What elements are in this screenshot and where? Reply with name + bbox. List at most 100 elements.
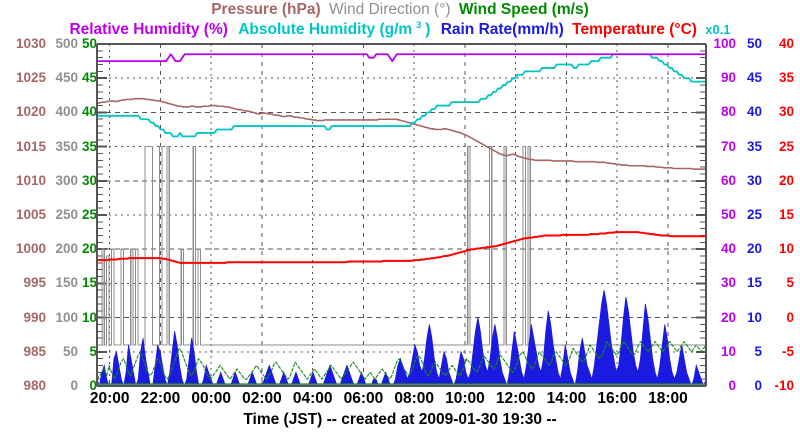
- axis-tick-label: 1020: [15, 104, 46, 120]
- axis-tick-label: 985: [23, 343, 46, 359]
- legend-absolute-humidity: Absolute Humidity (g/m 3): [234, 20, 434, 39]
- axis-tick-label: 70: [720, 138, 736, 154]
- axis-tick-label: 250: [55, 207, 78, 222]
- axis-tick-label: 25: [746, 207, 762, 222]
- x-axis-tick-label: 06:00: [343, 390, 384, 407]
- x-axis-tick-label: 10:00: [445, 390, 485, 407]
- axis-tick-label: 10: [720, 343, 736, 359]
- axis-tick-label: 1030: [15, 36, 46, 51]
- axis-tick-label: 0: [89, 378, 97, 393]
- axis-tick-label: 0: [786, 309, 794, 325]
- x-axis-tick-label: 18:00: [648, 390, 688, 407]
- axis-tick-label: 30: [778, 104, 794, 120]
- series-wind-direction: [97, 146, 706, 346]
- axis-tick-label: 30: [746, 172, 762, 188]
- series-pressure: [96, 97, 707, 170]
- axis-tick-label: 35: [746, 138, 762, 154]
- x-axis-tick-label: 20:00: [89, 390, 130, 407]
- legend-temperature: Temperature (°C): [572, 21, 697, 39]
- axis-tick-label: 25: [778, 138, 794, 154]
- axis-tick-label: 40: [720, 241, 736, 257]
- axis-tick-label: 980: [23, 378, 46, 393]
- x-axis-tick-label: 12:00: [495, 390, 536, 407]
- x-axis-tick-label: 02:00: [242, 390, 282, 407]
- axis-tick-label: 0: [728, 378, 736, 393]
- axis-tick-label: 50: [62, 343, 78, 359]
- axis-tick-label: 40: [81, 104, 97, 120]
- axis-tick-label: 20: [746, 241, 762, 257]
- axis-tick-label: -5: [781, 343, 794, 359]
- axis-tick-label: 1000: [15, 241, 46, 257]
- axis-tick-label: 90: [720, 70, 736, 86]
- series-absolute-humidity: [96, 53, 707, 138]
- plot-frame: [96, 43, 707, 387]
- grid-lines: [97, 44, 706, 386]
- axis-tick-label: 995: [23, 275, 46, 291]
- axis-tick-label: 35: [81, 138, 97, 154]
- axis-tick-label: 10: [81, 309, 97, 325]
- axis-tick-label: 15: [81, 275, 97, 291]
- x-axis-tick-label: 08:00: [394, 390, 435, 407]
- axis-tick-label: 20: [720, 309, 736, 325]
- x-axis-tick-label: 22:00: [140, 390, 181, 407]
- legend-rain-rate: Rain Rate(mm/h): [440, 21, 564, 39]
- axis-tick-label: 1010: [15, 172, 46, 188]
- legend-wind-speed: Wind Speed (m/s): [458, 1, 589, 18]
- x-axis-caption: Time (JST) -- created at 2009-01-30 19:3…: [243, 411, 557, 428]
- legend-absolute-humidity-tail: ): [425, 21, 431, 39]
- axis-tick-label: 30: [720, 275, 736, 291]
- legend-wind-direction: Wind Direction (°): [328, 1, 451, 18]
- x-axis-tick-label: 00:00: [191, 390, 232, 407]
- series-relative-humidity: [96, 53, 707, 62]
- axis-tick-label: 30: [81, 172, 97, 188]
- axis-tick-label: 45: [746, 70, 762, 86]
- axis-tick-label: 10: [778, 241, 794, 257]
- chart-legend: Pressure (hPa) Wind Direction (°) Wind S…: [0, 0, 800, 42]
- axis-tick-label: 500: [55, 36, 78, 51]
- axis-tick-label: 15: [778, 207, 794, 222]
- axis-tick-label: 0: [70, 378, 78, 393]
- axis-tick-label: 15: [746, 275, 762, 291]
- axis-tick-label: 60: [720, 172, 736, 188]
- axis-tick-label: 350: [55, 138, 78, 154]
- axis-tick-label: 100: [55, 309, 78, 325]
- axis-tick-label: 300: [55, 172, 78, 188]
- axis-tick-label: 150: [55, 275, 78, 291]
- axis-tick-label: 0: [754, 378, 762, 393]
- axis-tick-label: 400: [55, 104, 78, 120]
- axis-tick-label: 20: [81, 241, 97, 257]
- axis-tick-label: 200: [55, 241, 78, 257]
- axis-tick-label: 50: [720, 207, 736, 222]
- series-temperature: [96, 231, 707, 264]
- axis-tick-label: 1025: [15, 70, 46, 86]
- series-wind-speed: [96, 340, 707, 385]
- x-axis-tick-label: 14:00: [546, 390, 587, 407]
- legend-scale-note: x0.1: [705, 22, 731, 38]
- x-axis-labels: 20:00 22:00 00:00 02:00 04:00 06:00 08:00 10:00…: [0, 390, 800, 414]
- axis-tick-label: 45: [81, 70, 97, 86]
- axis-tick-label: 20: [778, 172, 794, 188]
- axis-tick-label: 35: [778, 70, 794, 86]
- axis-tick-label: 450: [55, 70, 78, 86]
- x-axis-tick-label: 04:00: [292, 390, 333, 407]
- legend-absolute-humidity-exponent: 3: [416, 20, 422, 30]
- axis-tick-label: 10: [746, 309, 762, 325]
- axis-tick-label: 1005: [15, 207, 46, 222]
- axis-tick-label: 50: [81, 36, 97, 51]
- axis-tick-label: 990: [23, 309, 46, 325]
- axis-tick-label: 5: [786, 275, 794, 291]
- legend-relative-humidity: Relative Humidity (%): [69, 21, 228, 39]
- axis-tick-label: 100: [713, 36, 736, 51]
- axis-tick-label: 5: [89, 343, 97, 359]
- legend-row-2: Relative Humidity (%) Absolute Humidity …: [0, 20, 800, 39]
- axis-tick-label: 25: [81, 207, 97, 222]
- legend-absolute-humidity-text: Absolute Humidity (g/m: [238, 21, 413, 39]
- axis-tick-label: 40: [778, 36, 794, 51]
- axis-tick-label: 80: [720, 104, 736, 120]
- axis-tick-label: 1015: [15, 138, 46, 154]
- legend-pressure: Pressure (hPa): [211, 1, 321, 18]
- axis-tick-label: 50: [746, 36, 762, 51]
- x-axis-tick-label: 16:00: [597, 390, 638, 407]
